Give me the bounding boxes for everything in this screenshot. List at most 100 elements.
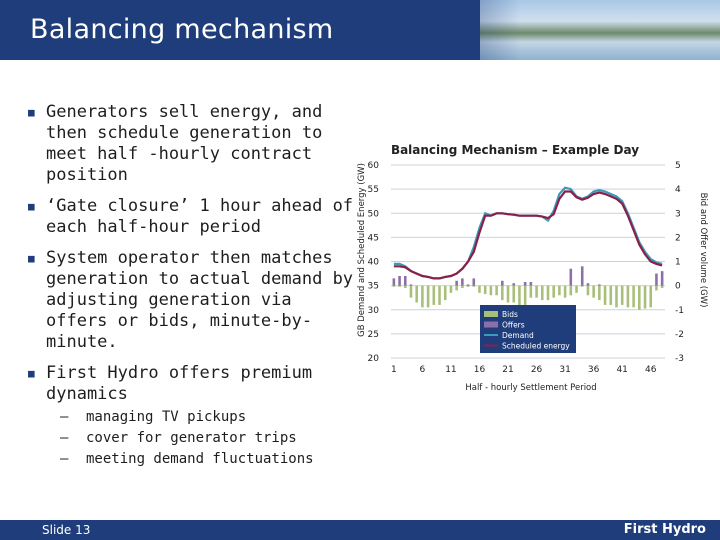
- bid-bar: [398, 285, 401, 287]
- bid-bar: [598, 285, 601, 301]
- bid-bar: [392, 285, 396, 287]
- y2-axis-label: Bid and Offer volume (GW): [698, 193, 708, 308]
- bid-bar: [535, 285, 538, 298]
- bid-bar: [609, 285, 613, 305]
- bid-bar: [529, 285, 533, 298]
- bid-bar: [409, 285, 413, 298]
- demand-line: [393, 186, 663, 280]
- sub-bullet: – meeting demand fluctuations: [28, 449, 363, 470]
- bid-bar: [540, 285, 544, 301]
- coastline-photo: [480, 0, 720, 60]
- bullet-square-icon: ■: [28, 367, 35, 380]
- bid-bar: [580, 285, 584, 287]
- bullet-text: Generators sell energy, and then schedul…: [46, 102, 323, 185]
- bid-bar: [483, 285, 487, 295]
- bid-bar: [546, 285, 550, 301]
- x-tick-label: 46: [645, 365, 657, 375]
- bid-bar: [426, 285, 430, 308]
- bid-bar: [421, 285, 424, 308]
- bid-bar: [552, 285, 555, 298]
- x-tick-label: 41: [616, 365, 627, 375]
- offer-bar: [523, 282, 527, 286]
- y-tick-label: 20: [368, 354, 380, 364]
- x-tick-label: 16: [474, 365, 486, 375]
- y-tick-label: 35: [368, 282, 379, 292]
- bullet-text: System operator then matches generation …: [46, 248, 354, 352]
- x-tick-label: 26: [531, 365, 543, 375]
- offer-bar: [472, 278, 476, 286]
- bid-bar: [489, 285, 493, 296]
- sub-bullet: – managing TV pickups: [28, 407, 363, 428]
- footer-bar: Slide 13 First Hydro: [0, 520, 720, 540]
- dash-icon: –: [60, 451, 69, 467]
- x-tick-label: 21: [502, 365, 513, 375]
- bullet-square-icon: ■: [28, 200, 35, 213]
- bullet-item: ■ First Hydro offers premium dynamics: [28, 363, 363, 405]
- bid-bar: [649, 285, 653, 308]
- y-tick-label: 25: [368, 330, 379, 340]
- bid-bar: [638, 285, 641, 310]
- legend-label: Scheduled energy: [502, 342, 570, 351]
- bid-bar: [443, 285, 447, 301]
- bid-bar: [655, 285, 658, 291]
- legend-swatch-bids: [484, 311, 498, 317]
- bid-bar: [449, 285, 453, 293]
- y-tick-label: 50: [368, 209, 380, 219]
- bullet-item: ■ ‘Gate closure’ 1 hour ahead of each hal…: [28, 196, 363, 238]
- x-tick-label: 11: [445, 365, 456, 375]
- bid-bar: [461, 285, 464, 289]
- offer-bar: [501, 280, 504, 286]
- bullet-item: ■ System operator then matches generation…: [28, 248, 363, 353]
- y2-tick-label: 3: [675, 209, 681, 219]
- y-tick-label: 40: [368, 258, 380, 268]
- y2-tick-label: -3: [675, 354, 684, 364]
- chart-title: Balancing Mechanism – Example Day: [391, 143, 639, 157]
- offer-bar: [586, 283, 590, 286]
- bid-bar: [558, 285, 561, 296]
- offer-bar: [461, 278, 464, 286]
- bid-bar: [632, 285, 635, 308]
- y2-tick-label: 4: [675, 185, 681, 195]
- y-tick-label: 45: [368, 233, 379, 243]
- bid-bar: [415, 285, 418, 303]
- y2-tick-label: -1: [675, 306, 684, 316]
- sub-bullet: – cover for generator trips: [28, 428, 363, 449]
- bid-bar: [472, 285, 476, 287]
- y-tick-label: 55: [368, 185, 379, 195]
- y-tick-label: 30: [368, 306, 380, 316]
- brand-name: First Hydro: [623, 522, 706, 537]
- header-fade: [380, 0, 520, 60]
- bid-bar: [626, 285, 630, 308]
- bid-bar: [660, 285, 664, 289]
- sub-bullet-text: meeting demand fluctuations: [86, 451, 314, 467]
- sub-bullet-text: managing TV pickups: [86, 409, 247, 425]
- x-tick-label: 36: [588, 365, 600, 375]
- offer-bar: [660, 271, 664, 286]
- bullet-text: First Hydro offers premium dynamics: [46, 363, 313, 404]
- bullet-square-icon: ■: [28, 252, 35, 265]
- bid-bar: [603, 285, 607, 305]
- offer-bar: [466, 284, 470, 286]
- bid-bar: [506, 285, 510, 303]
- bid-bar: [563, 285, 567, 298]
- offer-bar: [529, 282, 533, 286]
- bullet-list: ■ Generators sell energy, and then schedu…: [28, 102, 363, 470]
- offer-bar: [409, 284, 413, 286]
- bid-bar: [592, 285, 595, 298]
- legend-swatch-offers: [484, 321, 498, 328]
- bid-bar: [615, 285, 618, 308]
- bid-bar: [512, 285, 516, 303]
- y2-tick-label: 2: [675, 233, 681, 243]
- dash-icon: –: [60, 430, 69, 446]
- bid-bar: [523, 285, 527, 305]
- bullet-square-icon: ■: [28, 106, 35, 119]
- x-axis-label: Half - hourly Settlement Period: [465, 383, 596, 393]
- offer-bar: [569, 268, 573, 286]
- offer-bar: [398, 275, 401, 286]
- bid-bar: [466, 285, 470, 287]
- y-tick-label: 60: [368, 161, 380, 171]
- legend-label: Demand: [502, 331, 534, 340]
- offer-bar: [580, 266, 584, 286]
- slide-title: Balancing mechanism: [30, 14, 334, 45]
- y2-tick-label: 1: [675, 258, 681, 268]
